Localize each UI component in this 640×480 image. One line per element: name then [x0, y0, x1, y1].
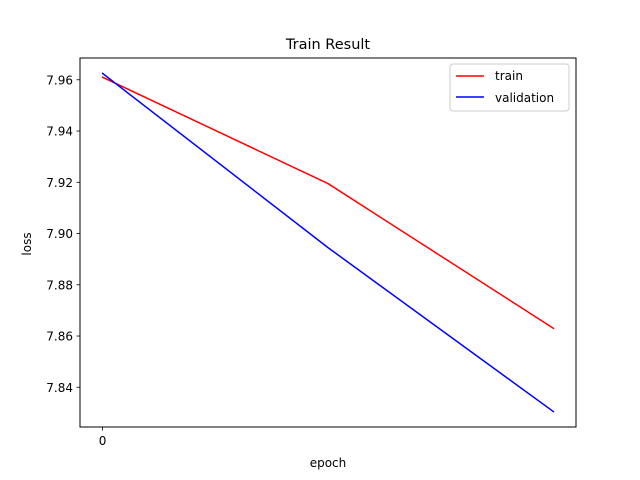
y-tick-label: 7.96: [46, 73, 73, 87]
legend: train validation: [449, 63, 570, 112]
y-tick-label: 7.84: [46, 381, 73, 395]
y-tick-label: 7.92: [46, 176, 73, 190]
legend-label-train: train: [495, 69, 523, 83]
series-layer: [101, 72, 555, 413]
chart-title: Train Result: [285, 37, 371, 53]
series-line-validation: [101, 72, 555, 413]
y-tick-label: 7.94: [46, 125, 73, 139]
plot-frame: [79, 57, 577, 428]
x-tick-label: 0: [99, 434, 107, 448]
y-tick-label: 7.88: [46, 278, 73, 292]
y-tick-label: 7.90: [46, 227, 73, 241]
x-axis-title: epoch: [310, 456, 347, 470]
x-axis-ticks: 0: [99, 427, 107, 448]
y-tick-label: 7.86: [46, 330, 73, 344]
y-axis-title: loss: [20, 232, 34, 255]
series-line-train: [101, 76, 555, 330]
legend-label-validation: validation: [495, 91, 554, 105]
y-axis-ticks: 7.84 7.86 7.88 7.90 7.92 7.94 7.96: [46, 73, 80, 395]
